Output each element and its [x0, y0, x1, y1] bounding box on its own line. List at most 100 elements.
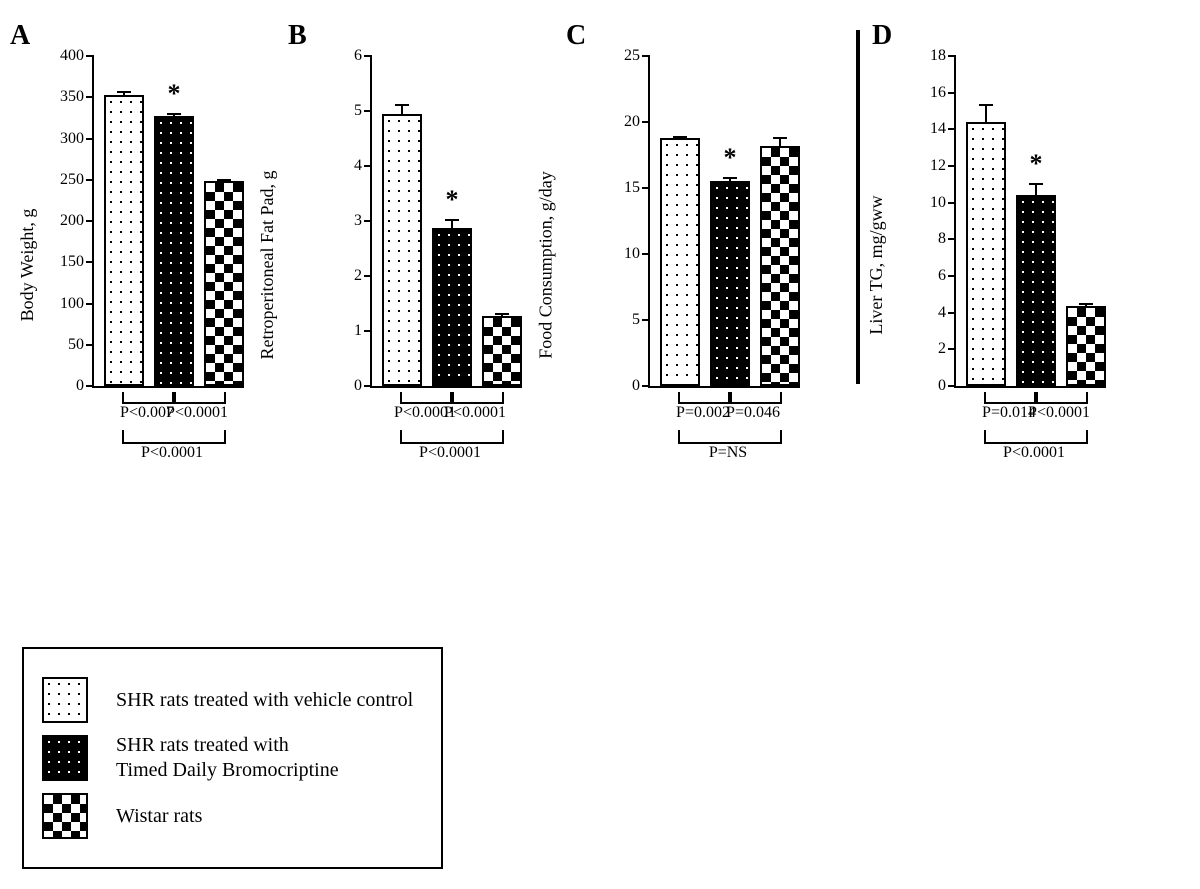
pvalue-right: P<0.0001 [444, 404, 506, 422]
y-tick [948, 238, 956, 240]
error-bar [1085, 303, 1087, 309]
y-tick [948, 312, 956, 314]
bracket-right [728, 392, 782, 404]
bar-wistar [1066, 306, 1106, 386]
y-tick-label: 4 [354, 157, 362, 175]
y-tick [364, 165, 372, 167]
y-tick [86, 261, 94, 263]
y-tick-label: 250 [60, 171, 84, 189]
bracket-left [678, 392, 732, 404]
plot-area: Liver TG, mg/gww024681012141618*P=0.014P… [954, 56, 1142, 474]
pvalue-left: P=0.002 [676, 404, 730, 422]
bracket-overall [122, 430, 226, 444]
y-tick-label: 3 [354, 212, 362, 230]
y-tick-label: 12 [930, 157, 946, 175]
y-tick [86, 55, 94, 57]
error-bar [173, 113, 175, 118]
bar-vehicle [966, 122, 1006, 386]
y-tick [642, 121, 650, 123]
bar-vehicle [660, 138, 700, 386]
significance-star: * [446, 185, 459, 215]
y-tick-label: 25 [624, 47, 640, 65]
bar-vehicle [104, 95, 144, 386]
y-tick-label: 2 [354, 267, 362, 285]
bracket-right [1034, 392, 1088, 404]
significance-star: * [724, 143, 737, 173]
panels-row: ABody Weight, g050100150200250300350400*… [0, 0, 1200, 474]
plot-area: Retroperitoneal Fat Pad, g0123456*P<0.00… [370, 56, 558, 474]
plot-area: Body Weight, g050100150200250300350400*P… [92, 56, 280, 474]
panel-D: D Liver TG, mg/gww024681012141618*P=0.014… [872, 20, 1142, 474]
panel-label: D [872, 20, 892, 52]
y-tick [642, 253, 650, 255]
bracket-overall [400, 430, 504, 444]
y-tick [948, 385, 956, 387]
y-tick [86, 344, 94, 346]
y-tick [364, 385, 372, 387]
y-tick [642, 319, 650, 321]
pvalue-overall: P<0.0001 [419, 444, 481, 462]
y-tick-label: 0 [632, 377, 640, 395]
y-tick-label: 50 [68, 336, 84, 354]
pvalue-area: P<0.007P<0.0001P<0.0001 [92, 388, 242, 474]
bracket-left [122, 392, 176, 404]
legend-swatch [42, 677, 88, 723]
legend-item: SHR rats treated with vehicle control [42, 677, 413, 723]
error-bar [401, 104, 403, 116]
bar-bromo [710, 181, 750, 386]
y-tick [86, 96, 94, 98]
error-bar [679, 136, 681, 140]
y-tick [642, 55, 650, 57]
bar-wistar [482, 316, 522, 386]
bar-bromo [1016, 195, 1056, 386]
y-tick [948, 348, 956, 350]
y-tick-label: 8 [938, 230, 946, 248]
y-tick-label: 5 [632, 311, 640, 329]
bracket-right [172, 392, 226, 404]
bracket-left [400, 392, 454, 404]
y-tick [364, 110, 372, 112]
panel-label: A [10, 20, 30, 52]
error-bar [985, 104, 987, 124]
panel-A: ABody Weight, g050100150200250300350400*… [10, 20, 280, 474]
panel-label: B [288, 20, 307, 52]
chart: 0510152025* [648, 56, 800, 388]
pvalue-area: P=0.002P=0.046P=NS [648, 388, 798, 474]
y-tick-label: 2 [938, 340, 946, 358]
y-tick-label: 6 [354, 47, 362, 65]
y-tick-label: 0 [76, 377, 84, 395]
legend-text: SHR rats treated with vehicle control [116, 688, 413, 713]
y-tick [948, 202, 956, 204]
legend-text: Wistar rats [116, 804, 202, 829]
y-axis-label: Retroperitoneal Fat Pad, g [257, 171, 278, 360]
bar-bromo [154, 116, 194, 386]
pvalue-right: P=0.046 [726, 404, 780, 422]
y-tick [86, 138, 94, 140]
bracket-overall [678, 430, 782, 444]
error-bar [451, 219, 453, 230]
y-tick-label: 200 [60, 212, 84, 230]
error-bar [779, 137, 781, 148]
y-tick [364, 330, 372, 332]
y-tick-label: 0 [938, 377, 946, 395]
error-bar [501, 313, 503, 317]
y-tick [86, 303, 94, 305]
panel-label: C [566, 20, 586, 52]
y-tick-label: 18 [930, 47, 946, 65]
bracket-overall [984, 430, 1088, 444]
y-tick [948, 128, 956, 130]
y-tick [86, 385, 94, 387]
chart: 050100150200250300350400* [92, 56, 244, 388]
bar-bromo [432, 228, 472, 386]
y-axis-label: Body Weight, g [17, 209, 38, 322]
y-tick-label: 4 [938, 304, 946, 322]
y-tick-label: 6 [938, 267, 946, 285]
y-tick [948, 92, 956, 94]
legend-item: Wistar rats [42, 793, 413, 839]
y-tick [948, 165, 956, 167]
y-tick [948, 275, 956, 277]
y-tick-label: 0 [354, 377, 362, 395]
pvalue-overall: P<0.0001 [141, 444, 203, 462]
y-tick [364, 275, 372, 277]
error-bar [123, 91, 125, 97]
